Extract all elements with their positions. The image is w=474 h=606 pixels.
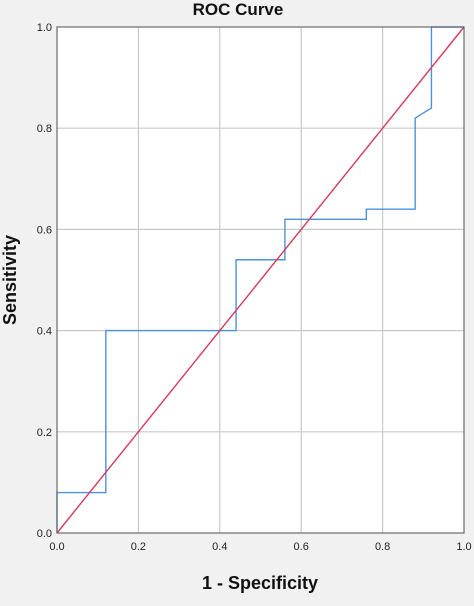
x-tick-label: 0.4 [212,541,227,553]
x-tick-label: 0.2 [131,541,146,553]
x-tick-label: 0.6 [294,541,309,553]
series-layer [56,26,465,534]
x-axis-label: 1 - Specificity [202,573,318,593]
y-axis-label: Sensitivity [0,235,20,325]
y-tick-label: 0.0 [37,528,52,540]
x-tick-label: 0.0 [49,541,64,553]
reference-diagonal-line [56,26,465,534]
tick-labels: 0.0 0.2 0.4 0.6 0.8 1.0 0.0 0.2 0.4 0.6 0.8 1.0 [37,22,472,553]
y-tick-label: 0.6 [37,224,52,236]
x-tick-label: 1.0 [456,541,471,553]
axes [56,26,465,534]
chart-title: ROC Curve [193,0,284,19]
y-tick-label: 0.2 [37,427,52,439]
plot-frame [56,26,465,534]
y-tick-label: 1.0 [37,22,52,34]
x-tick-label: 0.8 [375,541,390,553]
y-tick-label: 0.4 [37,326,52,338]
y-tick-label: 0.8 [37,123,52,135]
roc-curve-line [56,26,464,533]
